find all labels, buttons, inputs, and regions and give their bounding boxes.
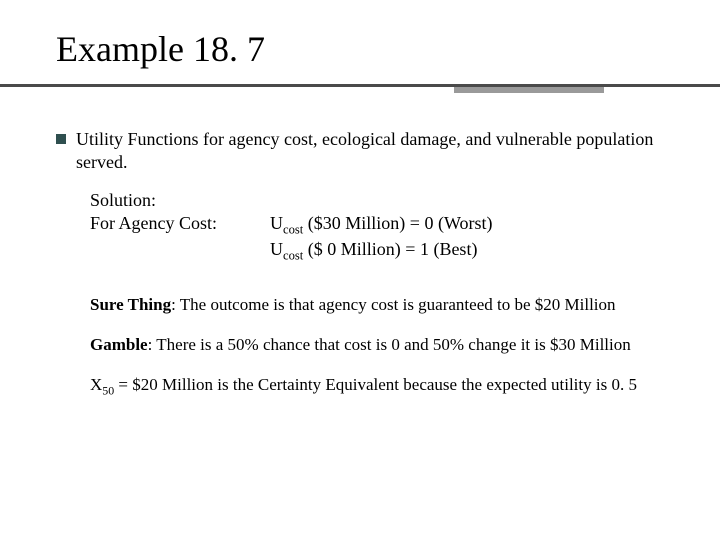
title-underline [56, 84, 664, 94]
slide: Example 18. 7 Utility Functions for agen… [0, 0, 720, 540]
title-area: Example 18. 7 [56, 28, 664, 70]
sure-thing-para: Sure Thing: The outcome is that agency c… [90, 294, 664, 316]
gamble-para: Gamble: There is a 50% chance that cost … [90, 334, 664, 356]
x-subscript: 50 [102, 384, 114, 398]
utility-worst: Ucost ($30 Million) = 0 (Worst) [270, 212, 492, 238]
u-subscript: cost [283, 223, 303, 237]
u-rest: ($ 0 Million) = 1 (Best) [303, 239, 477, 259]
utility-values: Ucost ($30 Million) = 0 (Worst) Ucost ($… [270, 212, 492, 264]
utility-best: Ucost ($ 0 Million) = 1 (Best) [270, 238, 492, 264]
u-rest: ($30 Million) = 0 (Worst) [303, 213, 492, 233]
bullet-text: Utility Functions for agency cost, ecolo… [76, 128, 664, 175]
square-bullet-icon [56, 134, 66, 144]
slide-title: Example 18. 7 [56, 28, 664, 70]
x-symbol: X [90, 375, 102, 394]
underline-dark [0, 84, 720, 87]
gamble-text: : There is a 50% chance that cost is 0 a… [148, 335, 631, 354]
solution-block: Solution: For Agency Cost: Ucost ($30 Mi… [90, 189, 664, 264]
paragraphs: Sure Thing: The outcome is that agency c… [90, 294, 664, 399]
solution-row: For Agency Cost: Ucost ($30 Million) = 0… [90, 212, 664, 264]
sure-thing-label: Sure Thing [90, 295, 171, 314]
u-symbol: U [270, 239, 283, 259]
certainty-equivalent-para: X50 = $20 Million is the Certainty Equiv… [90, 374, 664, 399]
sure-thing-text: : The outcome is that agency cost is gua… [171, 295, 615, 314]
agency-cost-label: For Agency Cost: [90, 212, 270, 264]
solution-label: Solution: [90, 189, 664, 212]
bullet-item: Utility Functions for agency cost, ecolo… [56, 128, 664, 175]
u-subscript: cost [283, 249, 303, 263]
slide-body: Utility Functions for agency cost, ecolo… [56, 128, 664, 399]
ce-text: = $20 Million is the Certainty Equivalen… [114, 375, 637, 394]
underline-shadow [454, 87, 604, 93]
u-symbol: U [270, 213, 283, 233]
gamble-label: Gamble [90, 335, 148, 354]
